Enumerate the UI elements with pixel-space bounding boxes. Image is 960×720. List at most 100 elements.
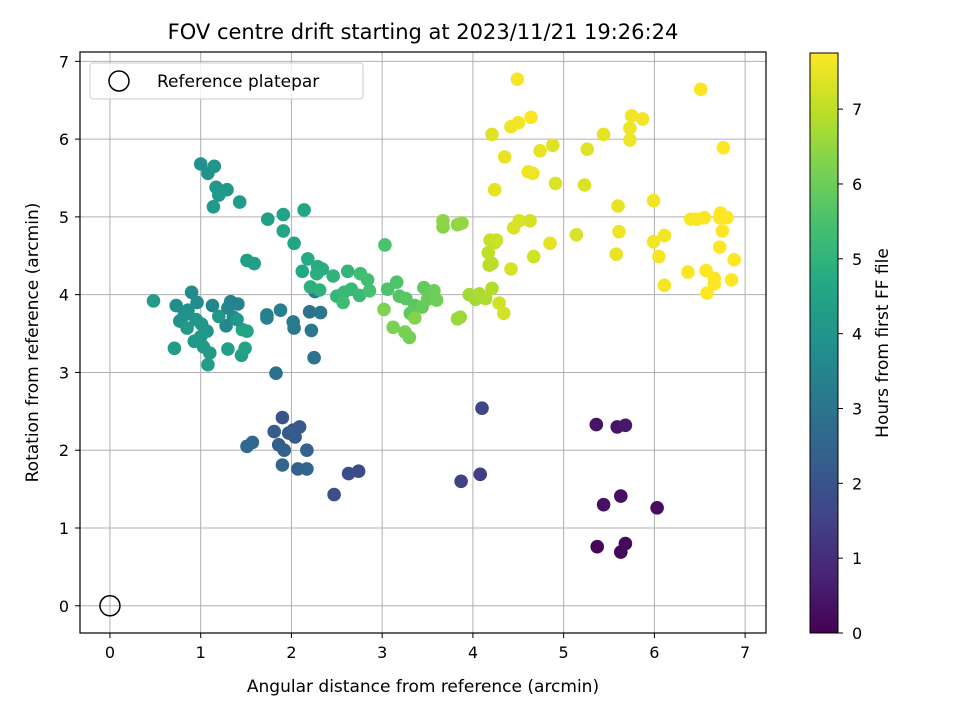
colorbar-tick-label: 0 — [852, 624, 862, 643]
y-tick-label: 5 — [59, 208, 69, 227]
reference-layer — [99, 595, 121, 617]
data-point — [273, 303, 288, 318]
data-point — [389, 275, 404, 290]
data-point — [207, 159, 222, 174]
data-point — [212, 188, 226, 202]
data-point — [260, 311, 274, 325]
y-tick-label: 1 — [59, 519, 69, 538]
colorbar-ticks: 0 1 2 3 4 5 6 7 — [838, 100, 862, 643]
data-point — [336, 295, 350, 310]
data-point — [304, 323, 319, 338]
data-point — [377, 302, 391, 317]
data-point — [526, 166, 540, 181]
data-point — [276, 224, 291, 238]
data-point — [169, 298, 183, 313]
data-point — [569, 228, 584, 242]
y-tick-label: 6 — [59, 130, 69, 149]
colorbar-tick-label: 1 — [852, 549, 862, 568]
data-point — [589, 417, 604, 432]
legend-entry-reference: Reference platepar — [157, 72, 319, 92]
data-point — [611, 199, 625, 213]
colorbar-tick-label: 6 — [852, 175, 862, 194]
colorbar: 0 1 2 3 4 5 6 7 Hours from first FF file — [809, 52, 893, 643]
y-tick-label: 2 — [59, 441, 69, 460]
data-point — [646, 235, 661, 249]
data-point — [275, 410, 290, 425]
data-point — [386, 320, 400, 335]
x-tick-label: 3 — [377, 643, 387, 662]
x-tick-label: 2 — [286, 643, 296, 662]
data-point — [269, 366, 283, 381]
data-point — [454, 474, 468, 489]
data-point — [618, 418, 633, 433]
data-point — [326, 269, 341, 283]
data-point — [526, 249, 541, 264]
data-point — [297, 203, 311, 217]
data-point — [341, 466, 356, 481]
legend-marker-reference — [108, 70, 130, 92]
data-point — [206, 200, 221, 214]
y-tick-label: 4 — [59, 286, 69, 305]
data-point — [247, 256, 261, 271]
data-point — [378, 238, 392, 252]
data-point — [181, 303, 195, 318]
data-point — [267, 424, 282, 439]
data-point — [614, 489, 628, 503]
data-point — [180, 321, 194, 335]
data-point — [310, 266, 324, 281]
data-point — [546, 138, 560, 153]
data-point — [201, 357, 215, 372]
data-point — [646, 193, 661, 208]
data-point — [288, 430, 302, 444]
data-point — [590, 539, 604, 554]
grid — [80, 52, 766, 633]
colorbar-tick-label: 3 — [852, 399, 862, 418]
data-point — [693, 82, 708, 97]
data-point — [240, 324, 254, 339]
data-point — [712, 240, 727, 254]
x-axis-label: Angular distance from reference (arcmin) — [247, 677, 599, 697]
data-point — [652, 249, 666, 264]
data-point — [240, 439, 254, 454]
data-point — [487, 182, 502, 197]
x-tick-label: 0 — [105, 643, 115, 662]
data-point — [512, 214, 526, 228]
data-point — [623, 133, 637, 147]
data-point — [489, 233, 504, 247]
data-point — [340, 264, 355, 279]
data-point — [478, 291, 493, 306]
data-point — [276, 207, 291, 222]
data-point — [429, 293, 444, 307]
axis-ticks: 0 1 2 3 4 5 6 7 0 1 2 3 4 5 6 7 — [59, 52, 750, 662]
data-point — [609, 247, 624, 261]
data-point — [657, 228, 672, 243]
data-point — [707, 271, 722, 286]
data-point — [312, 283, 327, 297]
data-point — [300, 462, 314, 476]
legend-box — [89, 62, 364, 100]
data-point — [481, 245, 496, 260]
y-tick-label: 3 — [59, 363, 69, 382]
data-point — [623, 121, 637, 135]
data-point — [184, 285, 199, 300]
data-point — [596, 127, 611, 142]
data-point — [360, 273, 375, 287]
data-point — [485, 127, 499, 142]
colorbar-tick-label: 5 — [852, 250, 862, 269]
data-point — [301, 252, 315, 266]
data-point — [475, 401, 489, 416]
colorbar-tick-label: 7 — [852, 100, 862, 119]
data-point — [275, 458, 290, 472]
data-point — [327, 487, 341, 502]
data-point — [302, 305, 317, 319]
reference-platepar-marker — [99, 595, 121, 617]
x-tick-label: 5 — [559, 643, 569, 662]
colorbar-label: Hours from first FF file — [873, 248, 893, 438]
data-point — [307, 350, 321, 365]
data-point — [715, 224, 730, 238]
x-tick-label: 6 — [649, 643, 659, 662]
data-point — [727, 252, 741, 267]
data-point — [577, 178, 592, 192]
data-point — [193, 329, 208, 344]
